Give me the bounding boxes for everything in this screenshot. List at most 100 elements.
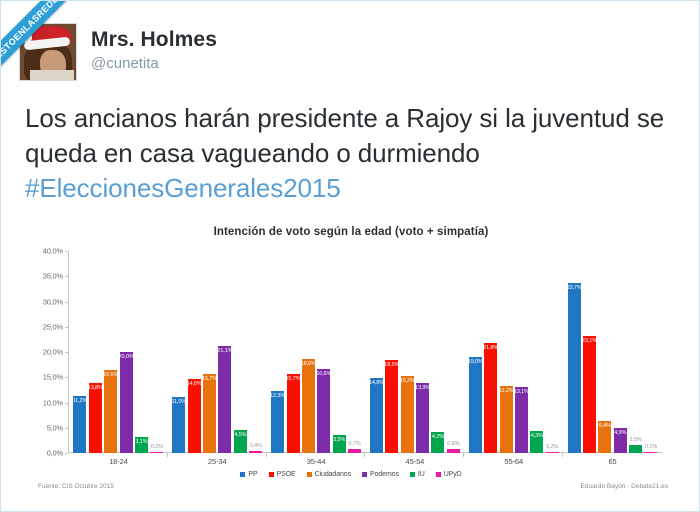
y-tick-label: 20,0%	[42, 347, 63, 357]
y-tick-mark	[65, 377, 68, 379]
legend-label: IU	[417, 471, 425, 478]
legend-item[interactable]: IU	[409, 471, 425, 478]
bar[interactable]: 23,1%	[581, 336, 598, 453]
bar[interactable]: 18,6%	[300, 359, 316, 453]
bar[interactable]: 21,8%	[483, 342, 499, 453]
bar[interactable]: 11,2%	[73, 396, 87, 453]
legend-item[interactable]: PSOE	[268, 471, 296, 478]
bar[interactable]: 13,9%	[415, 382, 430, 453]
bar[interactable]: 6,4%	[598, 420, 612, 453]
bar-value-label: 4,5%	[234, 432, 247, 439]
y-tick-mark	[65, 352, 68, 353]
legend-label: PSOE	[276, 471, 296, 478]
bar-value-label: 3,1%	[135, 439, 148, 446]
bar-value-label: 6,4%	[598, 422, 611, 429]
bar-value-label: 21,8%	[483, 344, 499, 351]
bar-value-label: 21,1%	[217, 348, 233, 355]
bar[interactable]: 21,1%	[217, 346, 233, 453]
bar-value-label: 15,2%	[399, 378, 415, 385]
bar-value-label: 3,5%	[333, 437, 346, 444]
bar[interactable]: 15,7%	[202, 373, 217, 453]
y-tick-label: 15,0%	[42, 372, 63, 382]
tweet-body: Los ancianos harán presidente a Rajoy si…	[25, 101, 677, 206]
y-tick-mark	[65, 251, 68, 252]
bar[interactable]: 4,3%	[530, 431, 544, 453]
legend-swatch	[240, 472, 246, 477]
bar-value-label: 13,2%	[498, 388, 514, 395]
tweet-hashtag[interactable]: #EleccionesGenerales2015	[25, 173, 341, 203]
bar[interactable]: 3,5%	[332, 435, 346, 453]
bar[interactable]: 33,7%	[566, 282, 582, 453]
bar[interactable]: 11,0%	[171, 397, 187, 453]
bar-value-label: 18,6%	[300, 361, 316, 368]
bar[interactable]: 0,2%	[150, 444, 164, 453]
x-axis-label: 18-24	[109, 457, 128, 466]
legend-item[interactable]: PP	[240, 471, 258, 478]
legend-swatch	[268, 472, 274, 477]
bar[interactable]: 0,4%	[249, 443, 263, 453]
x-tick-mark	[364, 453, 366, 457]
bar-value-label: 15,7%	[285, 375, 301, 382]
legend-swatch	[435, 472, 441, 477]
bar-value-label: 0,2%	[150, 443, 163, 450]
bar[interactable]: 14,6%	[187, 379, 202, 453]
bar[interactable]: 12,3%	[270, 390, 285, 453]
legend-item[interactable]: UPyD	[435, 471, 462, 478]
bar-group: 11,2% 13,8% 16,5% 20,0% 3,1% 0,2%	[69, 251, 168, 457]
bar-group: 12,3% 15,7% 18,6% 16,6% 3,5% 0,7%	[267, 251, 366, 457]
bar[interactable]: 3,1%	[134, 437, 148, 453]
bar[interactable]: 13,1%	[514, 386, 529, 453]
x-tick-mark	[265, 453, 267, 457]
author-display-name[interactable]: Mrs. Holmes	[91, 28, 217, 51]
bar[interactable]: 1,5%	[629, 437, 643, 453]
bar-value-label: 1,5%	[629, 437, 642, 444]
y-tick-label: 25,0%	[42, 322, 63, 332]
bar[interactable]: 14,8%	[368, 378, 385, 453]
bar-group: 11,0% 14,6% 15,7% 21,1% 4,5% 0,4%	[168, 251, 267, 457]
bar[interactable]: 20,0%	[119, 352, 134, 453]
y-tick-mark	[65, 402, 68, 404]
y-tick-label: 40,0%	[42, 246, 63, 256]
bar[interactable]: 0,8%	[446, 441, 460, 453]
y-tick-label: 35,0%	[42, 271, 63, 281]
bar[interactable]: 13,8%	[88, 383, 103, 453]
bar[interactable]: 15,2%	[399, 376, 415, 453]
bar-value-label: 23,1%	[581, 338, 598, 345]
bar-value-label: 16,6%	[316, 371, 332, 378]
bar[interactable]: 15,7%	[285, 373, 301, 453]
legend-item[interactable]: Ciudadanos	[306, 471, 351, 478]
author-handle[interactable]: @cunetita	[91, 55, 159, 72]
chart-title: Intención de voto según la edad (voto + …	[213, 226, 489, 238]
bar-value-label: 11,0%	[171, 399, 187, 406]
x-tick-mark	[562, 453, 564, 457]
bar-value-label: 16,5%	[103, 371, 119, 378]
bar[interactable]: 0,7%	[348, 441, 361, 453]
x-tick-mark	[166, 453, 168, 457]
tweet-header: Mrs. Holmes @cunetita	[19, 23, 217, 81]
bar[interactable]: 18,5%	[384, 359, 400, 453]
bar[interactable]: 4,2%	[431, 431, 445, 453]
bar[interactable]: 0,1%	[644, 444, 658, 453]
bar[interactable]: 0,2%	[545, 444, 559, 453]
bar-value-label: 33,7%	[566, 284, 582, 291]
x-axis	[68, 452, 662, 453]
avatar[interactable]	[19, 23, 77, 81]
bar[interactable]: 4,9%	[613, 428, 627, 453]
y-tick-mark	[65, 427, 68, 429]
legend-swatch	[409, 472, 415, 477]
bar[interactable]: 4,5%	[233, 430, 247, 453]
bar[interactable]: 16,6%	[316, 369, 332, 453]
legend-label: Podemos	[370, 471, 399, 478]
chart-source-left: Fuente: CIS Octubre 2015	[38, 483, 114, 490]
legend-item[interactable]: Podemos	[362, 471, 399, 478]
bar-value-label: 14,8%	[368, 380, 385, 387]
chart-image[interactable]: Intención de voto según la edad (voto + …	[20, 222, 682, 494]
y-tick-mark	[65, 453, 68, 454]
bar-group: 14,8% 18,5% 15,2% 13,9% 4,2% 0,8%	[365, 251, 465, 457]
bar[interactable]: 13,2%	[498, 386, 514, 453]
avatar-body	[30, 70, 74, 80]
bar[interactable]: 16,5%	[103, 369, 119, 453]
bar[interactable]: 19,0%	[468, 357, 483, 453]
tweet-text: Los ancianos harán presidente a Rajoy si…	[25, 103, 665, 168]
